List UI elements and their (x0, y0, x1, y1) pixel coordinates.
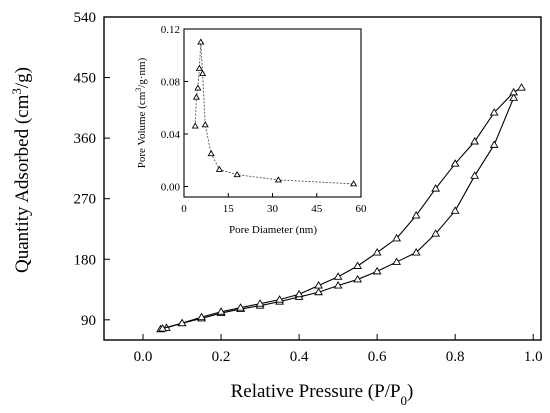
main-y-tick-label: 180 (74, 252, 97, 268)
inset-chart: 0 15 30 45 60 0.00 0.04 0.08 0.12 Pore Diameter… (134, 24, 368, 236)
main-series-0-point (470, 171, 480, 179)
main-series-0-point (489, 140, 499, 148)
main-y-axis-title: Quantity Adsorbed (cm3/g) (9, 67, 34, 273)
main-y-tick-label: 270 (74, 192, 97, 208)
inset-series-0-point (194, 84, 202, 91)
main-x-tick-label: 1.0 (524, 349, 543, 365)
main-series-0-point (372, 266, 382, 275)
main-series-1-point (353, 261, 363, 269)
main-series-1-point (392, 233, 402, 242)
inset-y-tick-label: 0.08 (161, 77, 181, 89)
main-series-1-point (177, 318, 187, 327)
inset-series-0-point (274, 176, 282, 183)
inset-series-0-point (215, 165, 223, 172)
main-x-ticks: 0.0 0.2 0.4 0.6 0.8 1.0 (134, 334, 543, 365)
main-series-1-point (509, 87, 519, 96)
main-series-0-point (333, 281, 343, 289)
inset-x-tick-label: 15 (223, 203, 235, 215)
inset-series-0-point (350, 180, 358, 187)
main-x-tick-label: 0.0 (134, 349, 153, 365)
main-y-tick-label: 360 (74, 131, 97, 147)
main-series-1-line (162, 87, 522, 330)
main-series-0-point (392, 257, 402, 265)
main-series-1-point (294, 289, 304, 298)
main-x-tick-label: 0.2 (212, 349, 231, 365)
inset-series-0-point (207, 149, 215, 157)
inset-series (191, 38, 358, 187)
inset-series-0-point (233, 170, 241, 178)
main-series-0-point (314, 287, 323, 296)
inset-y-tick-label: 0.04 (161, 129, 181, 141)
inset-series-0-point (197, 38, 205, 45)
main-series-1-point (255, 299, 265, 307)
main-series-0-line (160, 97, 515, 330)
main-x-tick-label: 0.4 (290, 349, 309, 365)
main-y-tick-label: 90 (81, 313, 96, 329)
main-x-tick-label: 0.6 (368, 349, 387, 365)
main-series-0-point (431, 229, 441, 237)
inset-y-tick-label: 0.12 (161, 24, 180, 36)
inset-series-0-point (192, 93, 200, 100)
inset-series-0-point (191, 122, 199, 129)
main-series-1-point (236, 303, 245, 311)
inset-x-tick-label: 30 (267, 203, 279, 215)
main-y-tick-label: 450 (74, 71, 97, 87)
main-series-1-point (431, 184, 441, 192)
inset-series-0-point (195, 64, 203, 71)
main-x-axis-title: Relative Pressure (P/P0) (231, 381, 414, 408)
main-series-1-point (470, 137, 480, 145)
main-series-1-point (197, 312, 206, 321)
inset-y-tick-label: 0.00 (161, 182, 181, 194)
main-series-1-point (517, 83, 526, 91)
inset-y-axis-title: Pore Volume (cm3/g·nm) (134, 57, 149, 168)
main-series-0-point (450, 206, 460, 214)
inset-x-tick-label: 0 (181, 203, 187, 215)
main-series-1-point (275, 295, 284, 303)
inset-x-axis-title: Pore Diameter (nm) (229, 224, 317, 236)
main-series-1-point (450, 159, 460, 167)
inset-series-0-point (201, 121, 209, 128)
inset-x-ticks: 0 15 30 45 60 (181, 193, 367, 215)
main-y-ticks: 90 180 270 360 450 540 (74, 10, 110, 329)
main-series-0-point (353, 274, 363, 283)
main-plot-frame (103, 16, 542, 341)
main-series-1-point (372, 248, 382, 256)
main-series-1-point (216, 307, 226, 315)
inset-plot-frame (183, 28, 362, 198)
inset-series-0-point (198, 69, 207, 77)
main-series-1-point (314, 281, 323, 289)
main-series-0-point (411, 248, 421, 256)
inset-y-ticks: 0.00 0.04 0.08 0.12 (161, 24, 188, 194)
main-series-1-point (411, 211, 421, 219)
main-series-0-point (509, 93, 519, 101)
inset-x-tick-label: 60 (356, 203, 368, 215)
main-series-1-point (489, 108, 499, 116)
inset-x-tick-label: 45 (311, 203, 323, 215)
main-x-tick-label: 0.8 (446, 349, 465, 365)
main-series-1-point (333, 272, 343, 280)
main-series (156, 83, 526, 333)
main-y-tick-label: 540 (74, 10, 97, 26)
main-series-1-point (158, 324, 167, 332)
